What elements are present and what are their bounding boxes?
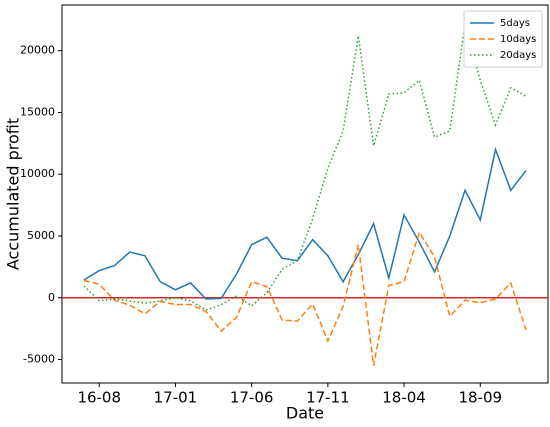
x-axis-label: Date xyxy=(286,404,324,423)
y-tick-label: 10000 xyxy=(20,167,55,180)
y-tick-label: 15000 xyxy=(20,105,55,118)
x-tick-label: 18-04 xyxy=(382,389,426,407)
y-tick-label: 20000 xyxy=(20,44,55,57)
series-line xyxy=(83,23,527,311)
x-tick-label: 17-11 xyxy=(306,389,350,407)
y-tick-label: 5000 xyxy=(27,229,55,242)
x-tick-label: 16-08 xyxy=(77,389,121,407)
y-tick-label: -5000 xyxy=(23,353,55,366)
x-tick-label: 18-09 xyxy=(458,389,502,407)
legend-box xyxy=(463,10,543,68)
series-line xyxy=(83,230,527,366)
legend-label: 10days xyxy=(500,34,536,45)
legend-label: 5days xyxy=(500,18,530,29)
x-tick-label: 17-01 xyxy=(154,389,198,407)
y-tick-label: 0 xyxy=(48,291,55,304)
x-tick-label: 17-06 xyxy=(230,389,274,407)
series-line xyxy=(83,146,527,300)
legend-label: 20days xyxy=(500,50,536,61)
y-axis-label: Accumulated profit xyxy=(4,118,23,270)
plot-frame xyxy=(61,4,549,384)
